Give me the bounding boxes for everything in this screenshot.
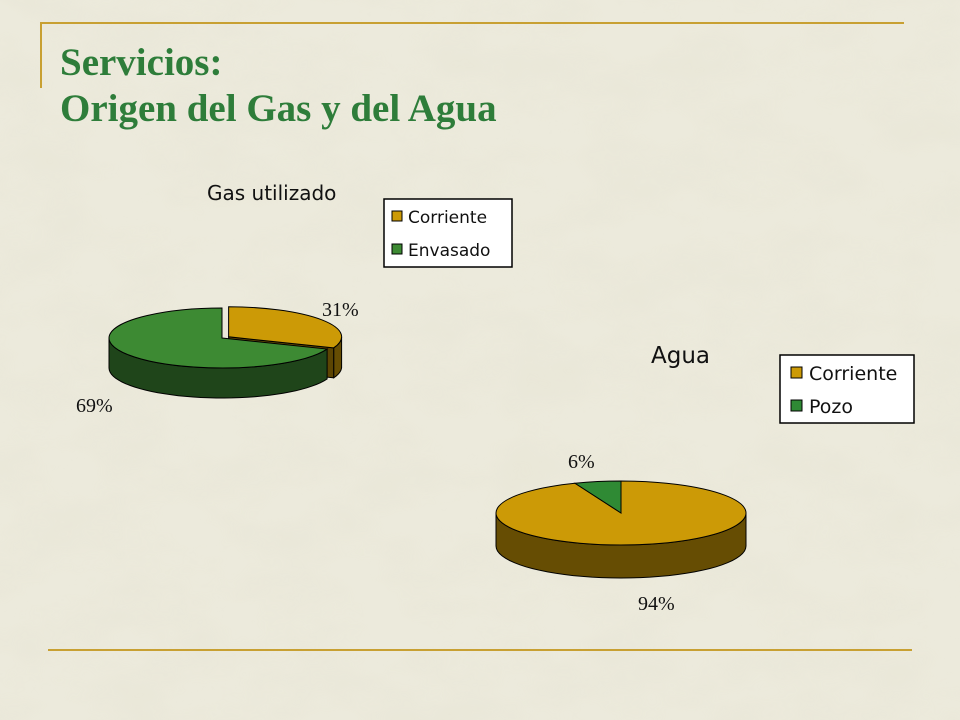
water-chart-title: Agua bbox=[651, 343, 710, 369]
left-rule bbox=[40, 22, 42, 88]
gas-pie bbox=[108, 306, 343, 399]
pie-slice-corriente bbox=[495, 480, 747, 546]
gas-chart-title: Gas utilizado bbox=[207, 181, 336, 205]
title-line-2: Origen del Gas y del Agua bbox=[60, 87, 497, 130]
pie-slice-pozo bbox=[573, 480, 622, 514]
top-rule bbox=[40, 22, 904, 24]
page-title: Servicios: Origen del Gas y del Agua bbox=[60, 40, 497, 132]
water-legend-corriente: Corriente bbox=[809, 363, 897, 385]
water-legend-pozo: Pozo bbox=[809, 396, 853, 418]
water-label-pozo: 6% bbox=[568, 451, 595, 473]
water-pie bbox=[495, 480, 747, 579]
water-label-corriente: 94% bbox=[638, 593, 675, 615]
gas-label-envasado: 69% bbox=[76, 395, 113, 417]
water-legend-swatch-pozo bbox=[790, 399, 803, 412]
water-legend-swatch-corriente bbox=[790, 366, 803, 379]
gas-legend-swatch-envasado bbox=[391, 243, 403, 255]
bottom-rule bbox=[48, 649, 912, 651]
title-line-1: Servicios: bbox=[60, 41, 223, 84]
pie-slice-corriente bbox=[228, 306, 343, 349]
water-legend: Corriente Pozo bbox=[779, 354, 915, 424]
pie-slice-envasado bbox=[108, 307, 329, 369]
water-chart: Agua 6% 94% Corriente Pozo bbox=[495, 343, 915, 615]
gas-legend: Corriente Envasado bbox=[383, 198, 513, 268]
gas-legend-corriente: Corriente bbox=[408, 208, 487, 228]
gas-legend-swatch-corriente bbox=[391, 210, 403, 222]
gas-label-corriente: 31% bbox=[322, 299, 359, 321]
gas-chart: Gas utilizado 31% 69% Corriente Envasado bbox=[76, 181, 513, 417]
gas-legend-envasado: Envasado bbox=[408, 241, 490, 261]
